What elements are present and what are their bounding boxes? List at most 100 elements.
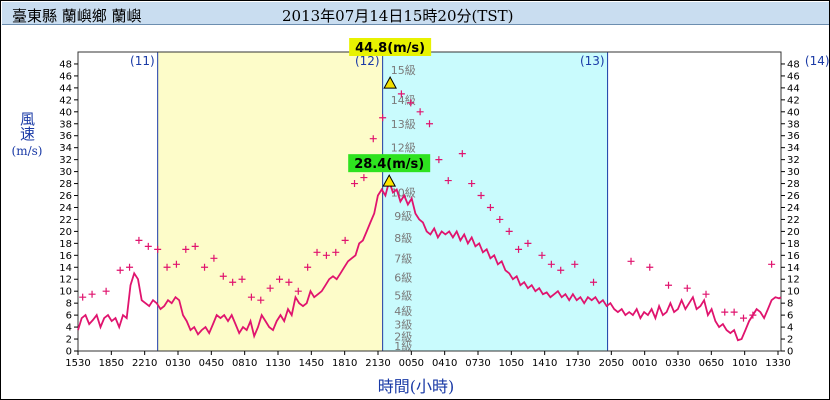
gust-point-26 — [332, 248, 340, 256]
gust-point-39 — [468, 180, 476, 188]
y-tick-label-right: 48 — [787, 59, 800, 70]
y-tick-label-right: 28 — [787, 179, 800, 190]
x-tick-label: 0330 — [665, 358, 690, 369]
x-tick-label: 0450 — [199, 358, 224, 369]
wind-speed-line — [77, 178, 782, 342]
y-tick-label-right: 30 — [787, 167, 800, 178]
gust-point-5 — [135, 236, 143, 244]
y-tick-label-right: 10 — [787, 287, 800, 298]
peak-label-0: 44.8(m/s) — [355, 41, 425, 56]
gust-point-32 — [397, 90, 405, 98]
day-label-2: (13) — [580, 54, 605, 68]
x-tick-label: 0650 — [699, 358, 724, 369]
x-axis-label: 時間(小時) — [377, 377, 455, 396]
gust-point-49 — [571, 260, 579, 268]
y-tick-label-left: 28 — [59, 179, 72, 190]
day-label-3: (14) — [805, 54, 830, 68]
x-tick-label: 0730 — [465, 358, 490, 369]
gust-point-1 — [88, 290, 96, 298]
gust-point-59 — [749, 311, 757, 319]
y-tick-label-right: 14 — [787, 263, 800, 274]
y-tick-label-left: 30 — [59, 167, 72, 178]
gust-point-9 — [172, 260, 180, 268]
y-tick-label-left: 16 — [59, 251, 72, 262]
x-tick-label: 1410 — [532, 358, 557, 369]
y-tick-label-right: 8 — [787, 299, 793, 310]
gust-point-29 — [360, 174, 368, 182]
x-tick-label: 0130 — [165, 358, 190, 369]
station-name: 臺東縣 蘭嶼鄉 蘭嶼 — [12, 7, 142, 25]
beaufort-level-label: 5級 — [394, 289, 412, 302]
beaufort-level-label: 9級 — [394, 210, 412, 223]
gust-point-27 — [341, 236, 349, 244]
gust-point-25 — [322, 251, 330, 259]
y-tick-label-left: 12 — [59, 275, 72, 286]
beaufort-level-label: 6級 — [394, 271, 412, 284]
x-tick-label: 0410 — [432, 358, 457, 369]
y-axis-unit: (m/s) — [11, 144, 43, 158]
y-tick-label-right: 44 — [787, 83, 800, 94]
x-tick-label: 1130 — [265, 358, 290, 369]
y-tick-label-left: 38 — [59, 119, 72, 130]
x-tick-label: 2050 — [599, 358, 624, 369]
x-tick-label: 1010 — [732, 358, 757, 369]
y-tick-label-right: 20 — [787, 227, 800, 238]
y-tick-label-left: 48 — [59, 59, 72, 70]
y-tick-label-right: 36 — [787, 131, 800, 142]
y-tick-label-left: 44 — [59, 83, 72, 94]
gust-point-11 — [191, 242, 199, 250]
y-tick-label-left: 18 — [59, 239, 72, 250]
y-tick-label-left: 42 — [59, 95, 72, 106]
gust-point-45 — [524, 239, 532, 247]
gust-point-55 — [702, 290, 710, 298]
gust-point-21 — [285, 278, 293, 286]
beaufort-level-label: 13級 — [391, 118, 416, 131]
beaufort-level-label: 1級 — [394, 340, 412, 353]
gust-point-2 — [102, 287, 110, 295]
peak-box-1 — [348, 154, 431, 173]
beaufort-level-label: 8級 — [394, 232, 412, 245]
gust-point-12 — [201, 263, 209, 271]
y-tick-label-left: 40 — [59, 107, 72, 118]
y-axis-title: 風速 — [18, 111, 36, 141]
y-tick-label-right: 42 — [787, 95, 800, 106]
day-label-0: (11) — [130, 54, 155, 68]
gust-point-54 — [683, 284, 691, 292]
x-tick-label: 2130 — [365, 358, 390, 369]
beaufort-level-label: 7級 — [394, 252, 412, 265]
gust-point-40 — [477, 192, 485, 200]
gust-point-57 — [730, 308, 738, 316]
gust-point-38 — [458, 150, 466, 158]
y-tick-label-left: 14 — [59, 263, 72, 274]
y-tick-label-left: 2 — [66, 335, 72, 346]
beaufort-level-label: 15級 — [391, 64, 416, 77]
y-tick-label-left: 4 — [66, 323, 72, 334]
peak-triangle-1 — [382, 174, 397, 187]
y-tick-label-left: 32 — [59, 155, 72, 166]
y-tick-label-left: 46 — [59, 71, 72, 82]
gust-point-31 — [379, 114, 387, 122]
x-tick-label: 0010 — [632, 358, 657, 369]
day-label-1: (12) — [355, 54, 380, 68]
y-tick-label-right: 46 — [787, 71, 800, 82]
gust-point-0 — [79, 293, 87, 301]
x-tick-label: 1530 — [65, 358, 90, 369]
gust-point-6 — [144, 242, 152, 250]
x-tick-label: 2210 — [132, 358, 157, 369]
x-tick-label: 1330 — [765, 358, 790, 369]
y-tick-label-right: 32 — [787, 155, 800, 166]
gust-point-52 — [646, 263, 654, 271]
gust-point-17 — [247, 293, 255, 301]
gust-point-19 — [266, 284, 274, 292]
gust-point-3 — [116, 266, 124, 274]
y-tick-label-right: 18 — [787, 239, 800, 250]
y-tick-label-right: 26 — [787, 191, 800, 202]
gust-point-53 — [665, 281, 673, 289]
y-tick-label-right: 0 — [787, 347, 793, 358]
x-tick-label: 0810 — [232, 358, 257, 369]
y-tick-label-right: 4 — [787, 323, 793, 334]
gust-point-10 — [182, 245, 190, 253]
gust-point-18 — [257, 296, 265, 304]
y-axis-label: 風速 (m/s) — [9, 111, 45, 161]
